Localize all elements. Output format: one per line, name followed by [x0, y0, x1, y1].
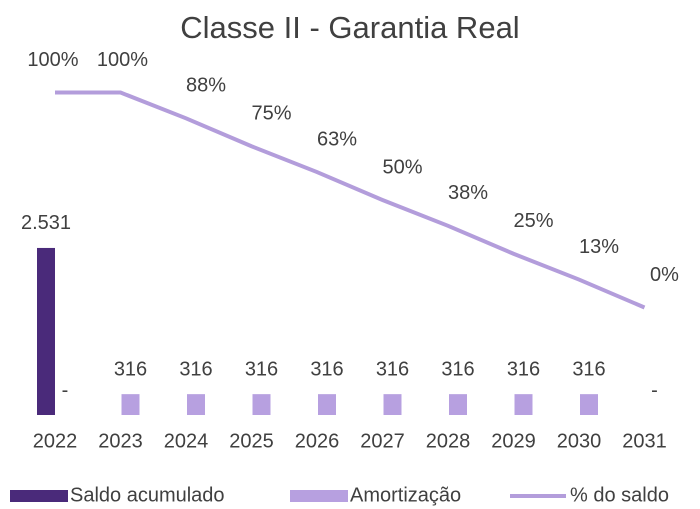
- data-label: 316: [376, 358, 409, 380]
- bar: [37, 247, 55, 415]
- x-tick-label: 2030: [557, 430, 602, 452]
- bar: [449, 394, 467, 415]
- legend-label: Amortização: [350, 484, 461, 506]
- bar: [383, 394, 402, 415]
- legend-label: % do saldo: [570, 484, 669, 506]
- data-label: 316: [441, 358, 474, 380]
- data-label: 316: [507, 358, 540, 380]
- data-label: 100%: [27, 49, 78, 71]
- chart-title: Classe II - Garantia Real: [180, 10, 519, 45]
- data-label: 0%: [650, 264, 679, 286]
- bar: [514, 394, 533, 415]
- bar: [580, 394, 598, 415]
- bar: [318, 394, 336, 415]
- x-tick-label: 2023: [98, 430, 143, 452]
- x-tick-label: 2025: [229, 430, 274, 452]
- data-label: -: [651, 379, 658, 401]
- data-label: 75%: [251, 103, 291, 125]
- data-label: 63%: [317, 128, 357, 150]
- data-label: -: [62, 379, 69, 401]
- bar: [187, 394, 205, 415]
- data-label: 316: [114, 358, 147, 380]
- data-label: 88%: [186, 75, 226, 97]
- data-label: 25%: [513, 210, 553, 232]
- data-label: 50%: [382, 156, 422, 178]
- line: [55, 90, 646, 310]
- x-tick-label: 2027: [360, 430, 405, 452]
- data-label: 316: [310, 358, 343, 380]
- data-label: 316: [245, 358, 278, 380]
- legend-swatch: [290, 490, 348, 502]
- data-label: 38%: [448, 182, 488, 204]
- bar: [252, 394, 271, 415]
- x-tick-label: 2022: [33, 430, 78, 452]
- x-tick-label: 2026: [295, 430, 340, 452]
- x-tick-label: 2028: [426, 430, 471, 452]
- data-label: 316: [179, 358, 212, 380]
- x-tick-label: 2024: [164, 430, 209, 452]
- bar: [121, 394, 140, 415]
- data-label: 13%: [579, 236, 619, 258]
- data-label: 316: [572, 358, 605, 380]
- x-tick-label: 2031: [622, 430, 667, 452]
- legend-label: Saldo acumulado: [70, 484, 225, 506]
- legend-swatch: [10, 490, 68, 502]
- x-tick-label: 2029: [491, 430, 536, 452]
- data-label: 100%: [97, 49, 148, 71]
- data-label: 2.531: [21, 212, 71, 234]
